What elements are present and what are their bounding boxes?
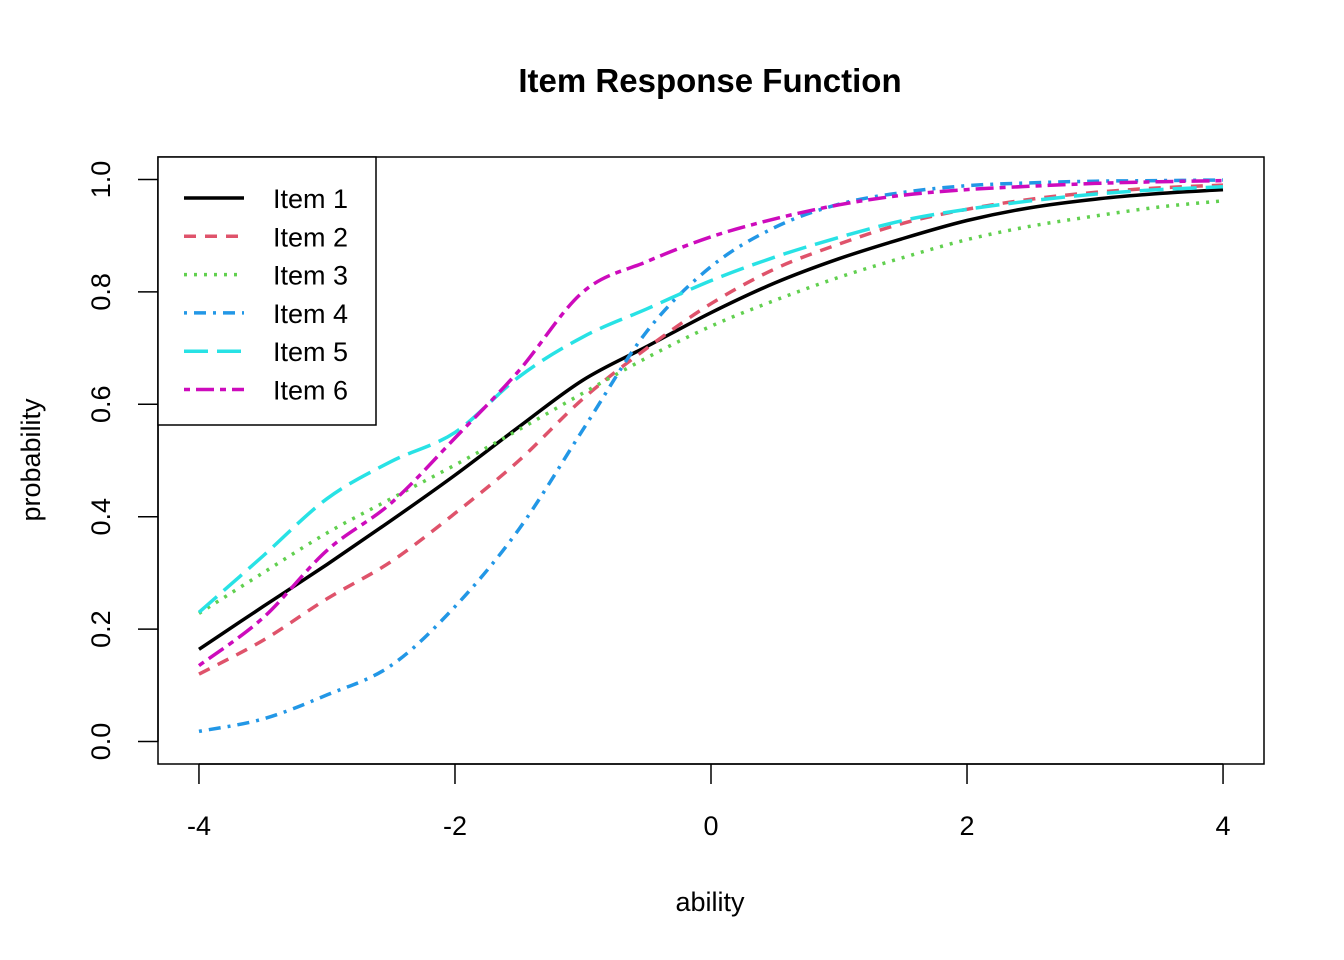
legend-label-item-5: Item 5 [273, 337, 348, 367]
legend-label-item-2: Item 2 [273, 222, 348, 252]
y-tick-label: 0.0 [86, 723, 116, 761]
y-tick-label: 0.4 [86, 498, 116, 536]
y-tick-label: 0.8 [86, 273, 116, 311]
y-axis: 0.0 0.2 0.4 0.6 0.8 1.0 [86, 161, 159, 761]
series-layer [197, 178, 1224, 734]
legend-box [157, 156, 377, 426]
series-line-item-1 [198, 187, 1224, 651]
x-axis-label: ability [675, 887, 745, 917]
chart-title: Item Response Function [518, 62, 901, 99]
legend-label-item-3: Item 3 [273, 261, 348, 291]
legend: Item 1 Item 2 Item 3 Item 4 Item 5 Item 6 [157, 156, 377, 426]
series-line-item-6 [197, 178, 1224, 668]
y-tick-label: 0.2 [86, 610, 116, 648]
y-tick-label: 0.6 [86, 386, 116, 424]
x-tick-label: 0 [703, 811, 718, 841]
legend-label-item-4: Item 4 [273, 299, 348, 329]
x-axis: -4 -2 0 2 4 [187, 763, 1231, 841]
series-line-item-5 [197, 185, 1224, 614]
x-tick-label: 2 [960, 811, 975, 841]
x-tick-label: -4 [187, 811, 211, 841]
series-line-item-2 [198, 183, 1224, 676]
x-tick-label: 4 [1216, 811, 1231, 841]
x-tick-label: -2 [443, 811, 467, 841]
y-axis-label: probability [16, 398, 46, 522]
legend-label-item-6: Item 6 [273, 376, 348, 406]
legend-label-item-1: Item 1 [273, 184, 348, 214]
y-tick-label: 1.0 [86, 161, 116, 199]
series-line-item-3 [198, 199, 1224, 615]
series-line-item-4 [198, 178, 1224, 734]
